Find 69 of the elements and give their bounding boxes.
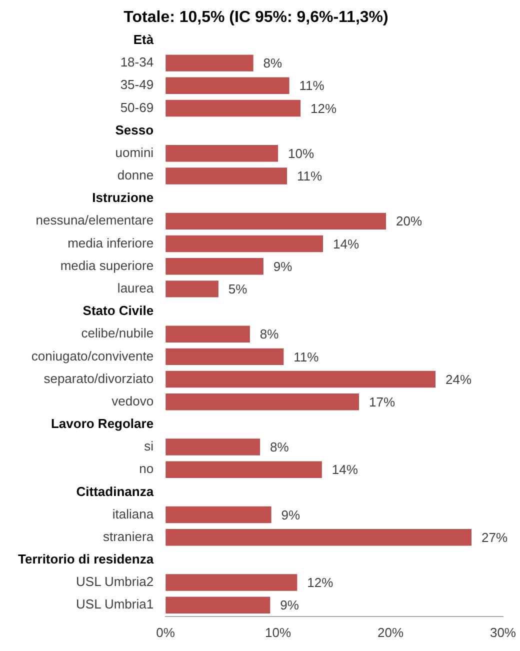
y-tick-label: coniugato/convivente: [31, 348, 154, 364]
x-tick-label: 0%: [156, 624, 176, 640]
data-label: 11%: [294, 349, 320, 364]
y-tick-label: USL Umbria2: [76, 574, 154, 590]
data-label: 20%: [396, 214, 422, 229]
data-label: 9%: [281, 507, 301, 522]
y-tick-label: nessuna/elementare: [36, 212, 154, 228]
y-tick-label: 18-34: [120, 54, 154, 70]
bar: [166, 461, 322, 478]
bar: [166, 596, 270, 614]
y-tick-label: 50-69: [120, 100, 154, 115]
data-label: 8%: [270, 440, 290, 455]
bar: [166, 235, 324, 252]
y-tick-label: 35-49: [120, 77, 154, 92]
x-tick-label: 30%: [490, 624, 516, 640]
bar: [166, 574, 298, 591]
data-label: 10%: [288, 146, 314, 161]
bar: [166, 280, 218, 298]
bar: [166, 145, 278, 162]
data-label: 9%: [280, 598, 300, 613]
y-tick-label: straniera: [102, 528, 154, 544]
data-label: 27%: [482, 530, 508, 545]
data-label: 14%: [332, 462, 358, 478]
bar: [166, 100, 301, 117]
y-tick-label: separato/divorziato: [44, 370, 154, 386]
y-tick-label: Territorio di residenza: [18, 552, 154, 567]
y-tick-label: media superiore: [60, 258, 154, 273]
data-label: 12%: [310, 100, 337, 116]
y-tick-label: uomini: [115, 144, 154, 160]
x-tick-label: 20%: [378, 624, 404, 640]
y-tick-label: no: [139, 461, 154, 476]
y-tick-label: laurea: [117, 280, 154, 296]
bar: [166, 348, 284, 366]
bar: [166, 77, 290, 94]
data-label: 17%: [369, 394, 396, 410]
bar: [166, 326, 250, 342]
data-label: 5%: [228, 282, 248, 296]
bar: [166, 54, 254, 72]
bar: [166, 370, 436, 388]
bar: [166, 438, 260, 456]
bar: [166, 528, 472, 546]
bar: [166, 506, 272, 524]
data-label: 24%: [446, 372, 472, 387]
y-tick-label: italiana: [112, 506, 154, 522]
y-tick-label: Istruzione: [92, 190, 154, 206]
y-tick-label: celibe/nubile: [81, 326, 154, 341]
y-tick-label: Età: [133, 32, 154, 48]
data-label: 12%: [307, 575, 334, 590]
y-tick-label: Lavoro Regolare: [50, 416, 154, 432]
y-tick-label: USL Umbria1: [76, 596, 154, 612]
y-tick-label: si: [144, 438, 154, 454]
data-label: 9%: [273, 258, 293, 274]
data-label: 8%: [263, 56, 283, 71]
y-tick-label: Cittadinanza: [76, 484, 154, 499]
chart-title: Totale: 10,5% (IC 95%: 9,6%-11,3%): [124, 9, 388, 26]
y-tick-label: vedovo: [112, 393, 154, 408]
data-label: 14%: [333, 236, 360, 252]
bar: [166, 168, 288, 184]
data-label: 11%: [299, 78, 325, 94]
bar: [166, 393, 360, 410]
bar: [166, 258, 264, 275]
y-tick-label: Sesso: [115, 122, 154, 138]
y-tick-label: donne: [117, 168, 154, 183]
y-tick-label: Stato Civile: [82, 303, 154, 318]
data-label: 11%: [297, 168, 323, 184]
data-label: 8%: [260, 326, 280, 342]
y-tick-label: media inferiore: [68, 235, 154, 250]
x-tick-label: 10%: [265, 624, 292, 640]
bar: [166, 212, 386, 230]
